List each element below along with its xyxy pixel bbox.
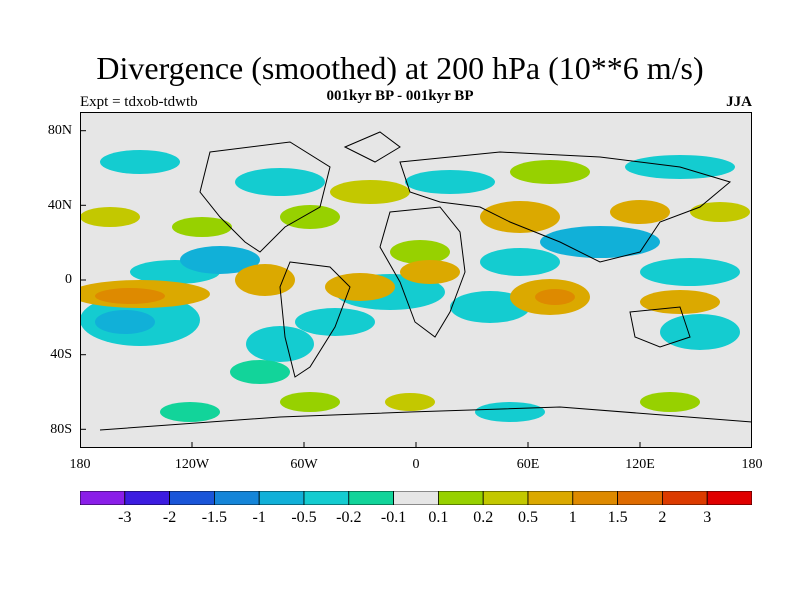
colorbar-swatch [662, 491, 708, 505]
y-tick-label: 0 [65, 272, 72, 287]
y-tick-label: 40S [50, 347, 72, 362]
colorbar-swatch [393, 491, 439, 505]
y-tick-label: 80N [47, 123, 72, 138]
colorbar-level-label: -1 [252, 509, 266, 526]
colorbar-level-label: 3 [703, 509, 712, 526]
experiment-label: Expt = tdxob-tdwtb [80, 94, 198, 110]
colorbar-level-label: 1 [568, 509, 577, 526]
colorbar-swatch [527, 491, 574, 505]
x-tick-label: 0 [412, 457, 420, 472]
colorbar-level-label: -0.1 [380, 509, 407, 526]
colorbar-level-label: 1.5 [607, 509, 628, 526]
divergence-field [80, 150, 750, 422]
colorbar-swatch [124, 491, 170, 505]
colorbar-swatch [617, 491, 663, 505]
x-tick-label: 180 [69, 457, 91, 472]
x-tick-label: 120W [174, 457, 210, 472]
coastlines [99, 131, 752, 431]
colorbar-level-label: -2 [162, 509, 177, 526]
colorbar-level-label: 0.5 [518, 509, 538, 526]
colorbar-level-label: -0.2 [336, 509, 362, 526]
y-tick-label: 40N [47, 198, 72, 213]
colorbar-swatch [482, 491, 529, 505]
season-label: JJA [726, 94, 752, 110]
colorbar-level-label: -1.5 [201, 509, 228, 526]
colorbar [80, 491, 752, 505]
colorbar-swatch [348, 491, 394, 505]
y-tick-label: 80S [50, 422, 72, 437]
x-tick-label: 60E [516, 457, 540, 472]
x-tick-label: 60W [290, 457, 318, 472]
colorbar-swatch [258, 491, 305, 505]
colorbar-level-label: -0.5 [291, 509, 317, 526]
colorbar-level-label: 0.1 [428, 509, 449, 526]
colorbar-swatch [437, 491, 484, 505]
colorbar-level-label: -3 [118, 509, 132, 526]
colorbar-swatch [303, 491, 350, 505]
colorbar-swatch [169, 491, 215, 505]
colorbar-swatch [706, 491, 752, 505]
x-tick-label: 180 [741, 457, 763, 472]
chart-title: Divergence (smoothed) at 200 hPa (10**6 … [96, 50, 704, 86]
colorbar-swatch [213, 491, 260, 505]
map-ticks [80, 130, 641, 448]
colorbar-level-label: 0.2 [473, 509, 494, 526]
colorbar-swatch [80, 491, 126, 505]
divergence-map [80, 112, 752, 448]
colorbar-swatch [572, 491, 618, 505]
x-tick-label: 120E [625, 457, 655, 472]
colorbar-level-label: 2 [658, 509, 667, 526]
chart-subtitle: 001kyr BP - 001kyr BP [326, 88, 474, 104]
